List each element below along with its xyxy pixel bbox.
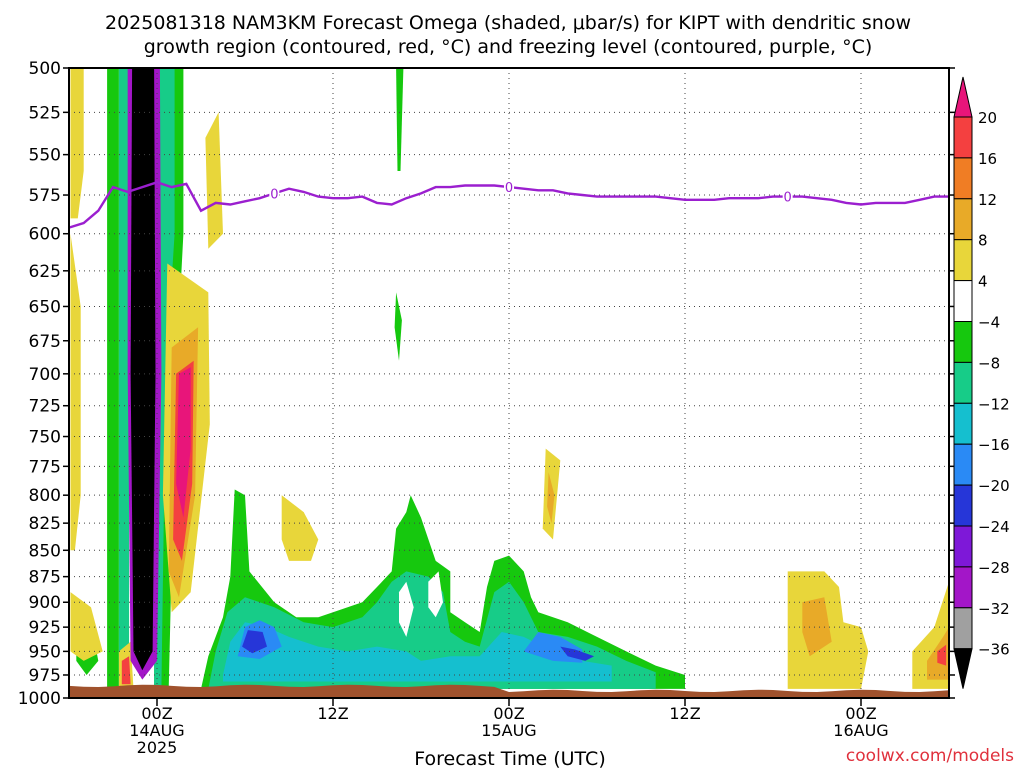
colorbar-bin <box>953 402 973 445</box>
omega-region-magenta-column-east <box>176 367 191 518</box>
colorbar-bin <box>953 157 973 200</box>
colorbar-label: 20 <box>978 109 997 127</box>
colorbar-label: 16 <box>978 150 997 168</box>
y-tick-label: 775 <box>29 457 61 477</box>
y-tick-label: 625 <box>29 262 61 282</box>
x-tick-label: 12Z <box>317 704 348 723</box>
omega-region-green-18z-blob <box>394 292 402 361</box>
x-tick-label: 2025 <box>137 738 178 757</box>
colorbar-bin <box>953 321 973 363</box>
omega-region-teal-column-west <box>118 68 130 689</box>
y-tick-label: 600 <box>29 225 61 245</box>
y-tick-label: 800 <box>29 486 61 506</box>
colorbar-bin <box>953 198 973 241</box>
colorbar: 20 16 12 8 4 −4 −8 −12 −16 −20 −24 −28 −32 −36 <box>953 76 1010 689</box>
omega-region-yellow-blob-14z <box>281 495 319 561</box>
colorbar-label: −32 <box>978 600 1010 618</box>
omega-region-orange-15aug-12z <box>547 472 555 524</box>
colorbar-label: −28 <box>978 559 1010 577</box>
y-tick-label: 500 <box>29 59 61 79</box>
x-tick-label: 16AUG <box>833 721 888 740</box>
omega-region-yellow-strip-9h <box>205 112 223 249</box>
colorbar-label: −4 <box>978 314 1000 332</box>
y-tick-label: 900 <box>29 593 61 613</box>
colorbar-label: 4 <box>978 273 988 291</box>
y-tick-label: 725 <box>29 397 61 417</box>
colorbar-bin <box>953 280 973 323</box>
x-tick-label: 00Z <box>493 704 524 723</box>
omega-region-yellow-low-left <box>70 592 103 661</box>
x-tick-label: 12Z <box>669 704 700 723</box>
freezing-level: 0 0 0 <box>69 180 949 229</box>
credit-text: coolwx.com/models <box>846 746 1014 766</box>
colorbar-label: 12 <box>978 191 997 209</box>
freezing-label-bg <box>269 186 280 201</box>
colorbar-bin <box>953 443 973 486</box>
omega-shading <box>70 68 949 689</box>
y-tick-label: 1000 <box>18 689 61 709</box>
colorbar-bin <box>953 566 973 609</box>
plot-grid <box>69 68 949 698</box>
omega-region-white-notch-a <box>399 581 414 637</box>
x-tick-label: 00Z <box>845 704 876 723</box>
colorbar-bin <box>953 239 973 282</box>
colorbar-bin <box>953 525 973 568</box>
y-tick-label: 950 <box>29 642 61 662</box>
x-tick-label: 14AUG <box>129 721 184 740</box>
colorbar-bin <box>953 607 973 650</box>
y-tick-label: 700 <box>29 365 61 385</box>
omega-region-yellow-mid-left <box>70 233 81 551</box>
omega-region-cyan-east-lowlevel <box>223 622 612 682</box>
omega-region-red-low-west <box>121 656 131 685</box>
omega-region-green-column-west <box>107 68 119 689</box>
y-tick-label: 825 <box>29 514 61 534</box>
terrain-fill <box>69 684 949 698</box>
chart-title-line1: 2025081318 NAM3KM Forecast Omega (shaded… <box>105 12 911 34</box>
colorbar-bottom-arrow <box>953 648 973 689</box>
omega-region-red-16aug-east <box>937 644 947 666</box>
colorbar-label: −36 <box>978 641 1010 659</box>
omega-region-black-column-core <box>130 68 156 671</box>
colorbar-label: 8 <box>978 232 988 250</box>
x-axis-label: Forecast Time (UTC) <box>414 748 605 768</box>
colorbar-label: −12 <box>978 395 1010 413</box>
freezing-level-label: 0 <box>505 181 513 196</box>
freezing-level-label: 0 <box>784 191 792 206</box>
colorbar-top-arrow <box>953 76 973 118</box>
colorbar-label: −24 <box>978 518 1010 536</box>
colorbar-label: −20 <box>978 477 1010 495</box>
chart-title-line2: growth region (contoured, red, °C) and f… <box>144 36 873 58</box>
y-tick-label: 525 <box>29 103 61 123</box>
freezing-label-bg <box>782 189 793 204</box>
omega-region-darkblue-east-b <box>560 646 595 661</box>
omega-region-green-18z-thread <box>396 68 404 171</box>
freezing-label-bg <box>504 180 514 195</box>
y-tick-label: 750 <box>29 428 61 448</box>
colorbar-label: −16 <box>978 436 1010 454</box>
colorbar-bin <box>953 484 973 527</box>
y-tick-label: 850 <box>29 541 61 561</box>
colorbar-label: −8 <box>978 354 1000 372</box>
y-tick-label: 975 <box>29 666 61 686</box>
colorbar-bin <box>953 116 973 159</box>
y-tick-label: 875 <box>29 568 61 588</box>
omega-region-darkblue-east-a <box>242 630 267 654</box>
omega-region-white-notch-b <box>428 571 443 618</box>
freezing-level-label: 0 <box>270 187 278 202</box>
y-tick-label: 650 <box>29 297 61 317</box>
terrain <box>69 684 949 698</box>
y-axis-ticks: 500 525 550 575 600 625 650 675 700 725 750 775 800 8… <box>18 59 955 709</box>
x-tick-label: 00Z <box>141 704 172 723</box>
y-tick-label: 675 <box>29 332 61 352</box>
y-tick-label: 550 <box>29 146 61 166</box>
y-tick-label: 925 <box>29 618 61 638</box>
omega-region-yellow-upper-left <box>70 68 84 219</box>
y-tick-label: 575 <box>29 186 61 206</box>
x-tick-label: 15AUG <box>481 721 536 740</box>
colorbar-bin <box>953 361 973 404</box>
omega-region-orange-16aug-west <box>802 597 832 657</box>
